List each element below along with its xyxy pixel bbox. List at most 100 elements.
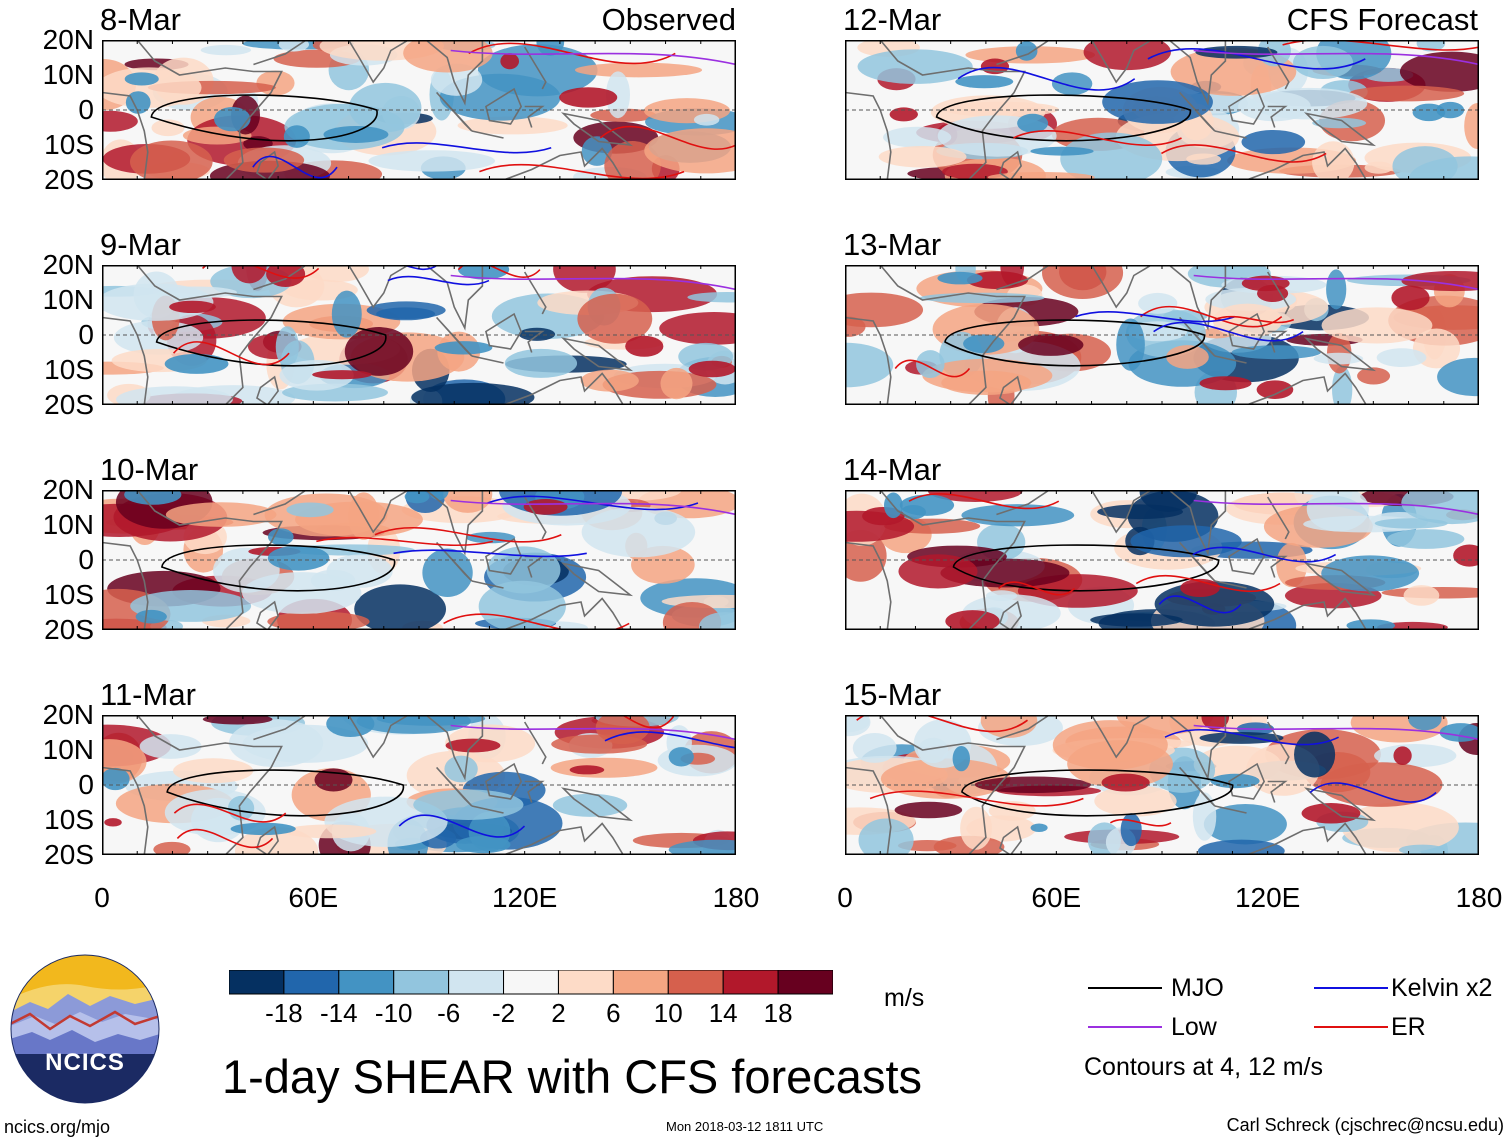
legend-label-mjo: MJO — [1171, 974, 1224, 1002]
ncics-logo: NCICS — [10, 954, 160, 1104]
colorbar-swatch — [503, 970, 559, 995]
lon-label: 0 — [94, 882, 110, 913]
colorbar-swatch — [777, 970, 833, 995]
coastlines — [844, 264, 1377, 407]
panel-date: 9-Mar — [100, 227, 181, 262]
coastlines — [101, 264, 634, 407]
colorbar-swatch — [722, 970, 779, 995]
panel-date: 13-Mar — [843, 227, 942, 262]
colorbar-swatch — [283, 970, 340, 995]
colorbar-swatch — [448, 970, 505, 995]
map-ticks — [844, 40, 1480, 180]
colorbar-swatch — [338, 970, 395, 995]
map-panel-12-mar — [844, 27, 1510, 201]
colorbar-swatch — [667, 970, 724, 995]
shear-anomaly-shading — [44, 696, 767, 876]
lat-label: 20S — [44, 164, 94, 195]
wave-contours — [856, 708, 1480, 827]
wave-contours — [161, 495, 737, 634]
wave-contours — [894, 274, 1480, 378]
coastlines — [101, 39, 634, 182]
map-panel-8-mar — [70, 28, 769, 205]
map-ticks — [844, 715, 1480, 855]
lon-label: 120E — [491, 882, 558, 913]
ncics-logo-text: NCICS — [45, 1049, 125, 1076]
colorbar-label: 2 — [551, 998, 566, 1028]
lat-label: 0 — [78, 769, 94, 800]
legend-label-low: Low — [1171, 1013, 1217, 1041]
shear-map — [803, 693, 1510, 867]
shear-map — [70, 28, 769, 205]
lat-label: 10N — [42, 59, 94, 90]
shear-map — [44, 696, 799, 876]
lat-label: 10S — [44, 579, 94, 610]
wave-contours — [155, 257, 737, 367]
colorbar-label: -2 — [491, 998, 516, 1028]
shear-map — [51, 241, 770, 419]
lon-label: 60E — [1031, 882, 1082, 913]
author-credit: Carl Schreck (cjschrec@ncsu.edu) — [1226, 1115, 1504, 1135]
colorbar-label: 10 — [653, 998, 683, 1028]
lat-label: 20S — [44, 614, 94, 645]
figure-title: 1-day SHEAR with CFS forecasts — [222, 1050, 922, 1103]
lon-label: 60E — [288, 882, 339, 913]
map-panel-15-mar — [803, 693, 1510, 867]
panel-date: 14-Mar — [843, 452, 942, 487]
panel-date: 12-Mar — [843, 2, 942, 37]
shear-map — [55, 466, 780, 644]
lat-label: 10S — [44, 129, 94, 160]
observed-label: Observed — [601, 2, 736, 37]
shear-anomaly-shading — [51, 241, 770, 419]
colorbar — [229, 970, 833, 995]
panel-date: 10-Mar — [100, 452, 199, 487]
colorbar-label: -6 — [437, 998, 461, 1028]
lon-label: 0 — [837, 882, 853, 913]
map-ticks — [101, 715, 737, 855]
shear-anomaly-shading — [799, 245, 1510, 420]
cfs-forecast-label: CFS Forecast — [1286, 2, 1478, 37]
coastlines — [844, 714, 1377, 857]
lat-label: 20S — [44, 389, 94, 420]
lat-label: 10N — [42, 509, 94, 540]
map-panel-10-mar — [55, 466, 780, 644]
colorbar-swatch — [229, 970, 285, 995]
colorbar-swatch — [393, 970, 450, 995]
wave-contours — [150, 42, 748, 180]
ncics-logo-icon — [10, 954, 160, 1104]
units-label: m/s — [884, 984, 925, 1012]
legend-label-kelvin: Kelvin x2 — [1391, 974, 1493, 1002]
lat-label: 20N — [42, 474, 94, 505]
panel-date: 8-Mar — [100, 2, 181, 37]
lat-label: 0 — [78, 94, 94, 125]
shear-map — [844, 27, 1510, 201]
colorbar-swatch — [612, 970, 669, 995]
lat-label: 20S — [44, 839, 94, 870]
shear-anomaly-shading — [803, 693, 1510, 867]
source-site: ncics.org/mjo — [4, 1117, 111, 1137]
timestamp: Mon 2018-03-12 1811 UTC — [666, 1119, 824, 1134]
lat-label: 10S — [44, 354, 94, 385]
shear-map — [799, 245, 1510, 420]
lon-label: 180 — [712, 882, 760, 913]
lon-label: 180 — [1455, 882, 1503, 913]
colorbar-label: -18 — [265, 998, 303, 1028]
map-ticks — [101, 265, 737, 405]
map-panel-13-mar — [799, 245, 1510, 420]
wave-contours — [908, 493, 1480, 614]
lat-label: 0 — [78, 544, 94, 575]
coastlines — [844, 489, 1377, 632]
colorbar-label: 18 — [763, 998, 793, 1028]
colorbar-label: 14 — [708, 998, 738, 1028]
lat-label: 0 — [78, 319, 94, 350]
shear-map — [799, 471, 1505, 651]
panel-date: 15-Mar — [843, 677, 942, 712]
lat-label: 10N — [42, 734, 94, 765]
colorbar-swatch — [557, 970, 614, 995]
map-panel-9-mar — [51, 241, 770, 419]
lon-label: 120E — [1234, 882, 1301, 913]
coastlines — [844, 39, 1377, 182]
lat-label: 10N — [42, 284, 94, 315]
map-ticks — [844, 265, 1480, 405]
legend-lines — [1088, 987, 1388, 1028]
lat-label: 10S — [44, 804, 94, 835]
